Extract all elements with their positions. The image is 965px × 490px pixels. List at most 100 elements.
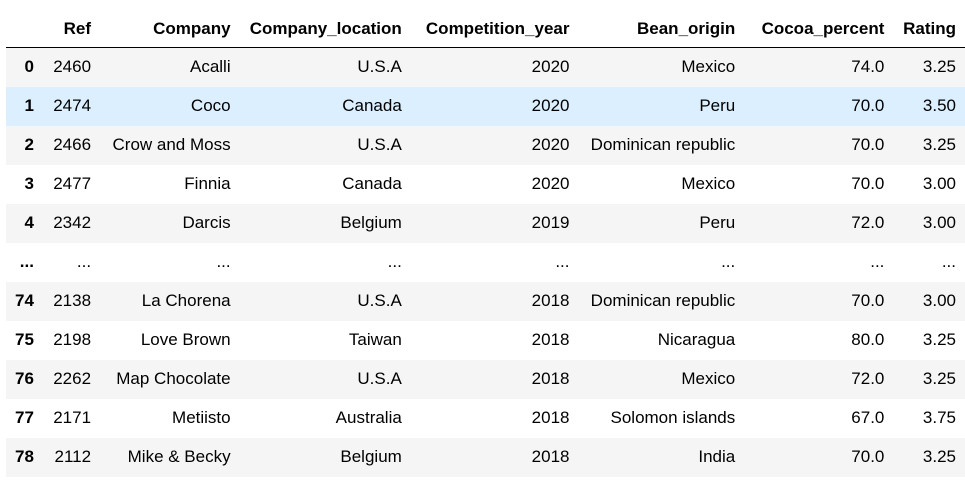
table-cell: Solomon islands [610,408,736,427]
column-header: Competition_year [410,10,579,48]
table-cell: 2138 [53,291,92,310]
table-cell: Mexico [681,174,736,193]
table-cell: 2342 [53,213,92,232]
row-index: 3 [24,174,34,193]
column-header: Company_location [239,10,411,48]
table-cell: Mexico [681,369,736,388]
table-cell: Australia [335,408,402,427]
table-cell: 74.0 [851,57,885,77]
table-cell: 3.25 [922,135,956,154]
table-cell: 70.0 [851,135,885,154]
table-cell: 3.25 [922,369,956,388]
table-cell: Acalli [189,57,231,77]
table-cell: Dominican republic [590,291,736,310]
table-cell: ... [870,252,885,271]
table-cell: 2018 [531,408,570,427]
table-cell: 3.75 [922,408,956,427]
table-cell: 2018 [531,447,570,466]
table-cell: ... [721,252,736,271]
table-cell: 2262 [53,369,92,388]
table-cell: 3.50 [922,96,956,115]
table-cell: Love Brown [140,330,231,349]
table-cell: 2018 [531,369,570,388]
row-index: 0 [24,57,34,77]
table-cell: India [698,447,736,466]
table-cell: ... [76,252,92,271]
table-cell: La Chorena [141,291,231,310]
table-row[interactable]: 75 2198 Love Brown Taiwan 2018 Nicaragua 80.0 3… [6,320,965,360]
table-cell: 3.00 [922,213,956,232]
table-cell: Taiwan [348,330,402,349]
table-cell: 2466 [53,135,92,154]
table-cell: 70.0 [851,447,885,466]
column-header: Cocoa_percent [744,10,894,48]
table-row[interactable]: 78 2112 Mike & Becky Belgium 2018 India 70.0 3.… [6,437,965,477]
table-cell: 70.0 [851,291,885,310]
table-cell: 72.0 [851,213,885,232]
table-cell: 2474 [53,96,92,115]
table-cell: 2477 [53,174,92,193]
table-row[interactable]: 74 2138 La Chorena U.S.A 2018 Dominican repub… [6,281,965,321]
table-row[interactable]: 3 2477 Finnia Canada 2020 Mexico 70.0 3.00 [6,164,965,204]
table-header: Ref Company Company_location Competition_ye… [6,10,965,48]
row-index: 78 [15,447,34,466]
table-cell: 70.0 [851,96,885,115]
row-index: 74 [15,291,34,310]
table-cell: 80.0 [851,330,885,349]
table-cell: 2020 [531,174,570,193]
table-cell: Finnia [184,174,231,193]
table-cell: 2019 [531,213,570,232]
row-index: 2 [24,135,34,154]
table-cell: Canada [342,174,402,193]
table-cell: 2018 [531,330,570,349]
column-header: Rating [893,10,965,48]
table-cell: U.S.A [357,291,402,310]
table-row[interactable]: 1 2474 Coco Canada 2020 Peru 70.0 3.50 [6,86,965,126]
table-body: 0 2460 Acalli U.S.A 2020 Mexico 74.0 3.25 1 2474 C… [6,47,965,477]
row-index: 4 [24,213,34,232]
table-cell: ... [387,252,402,271]
table-cell: 3.25 [922,57,956,77]
table-cell: Belgium [340,213,402,232]
table-cell: 2112 [54,447,92,466]
table-cell: Nicaragua [657,330,736,349]
dataframe-table: Ref Company Company_location Competition_ye… [6,10,965,477]
table-cell: U.S.A [357,57,402,77]
table-cell: Mike & Becky [127,447,231,466]
table-row[interactable]: 76 2262 Map Chocolate U.S.A 2018 Mexico 72.0 3.… [6,359,965,399]
table-cell: U.S.A [357,135,402,154]
column-header: Bean_origin [578,10,745,48]
table-row[interactable]: 2 2466 Crow and Moss U.S.A 2020 Dominican rep… [6,125,965,165]
table-row[interactable]: 77 2171 Metiisto Australia 2018 Solomon islan… [6,398,965,438]
table-cell: Mexico [681,57,736,77]
table-cell: Canada [342,96,402,115]
table-cell: 2020 [531,96,570,115]
table-row[interactable]: 4 2342 Darcis Belgium 2019 Peru 72.0 3.00 [6,203,965,243]
table-cell: Coco [190,96,231,115]
table-cell: 2020 [531,57,570,77]
table-cell: Peru [699,96,736,115]
index-column-header [6,10,43,48]
table-row[interactable]: 0 2460 Acalli U.S.A 2020 Mexico 74.0 3.25 [6,47,965,87]
table-cell: Dominican republic [590,135,736,154]
table-cell: ... [555,252,570,271]
table-cell: 2018 [531,291,570,310]
table-cell: 70.0 [851,174,885,193]
table-cell: 3.00 [922,174,956,193]
table-cell: 2020 [531,135,570,154]
table-cell: Darcis [182,213,231,232]
row-index: 1 [24,96,34,115]
column-header: Company [100,10,240,48]
table-cell: 2171 [53,408,92,427]
table-cell: 3.25 [922,330,956,349]
table-cell: ... [216,252,231,271]
column-header: Ref [42,10,101,48]
row-index: 77 [15,408,34,427]
table-cell: Peru [699,213,736,232]
table-row[interactable]: ........................ [6,242,965,282]
table-cell: ... [941,252,956,271]
table-cell: Belgium [340,447,402,466]
table-cell: U.S.A [357,369,402,388]
row-index: ... [19,252,34,271]
